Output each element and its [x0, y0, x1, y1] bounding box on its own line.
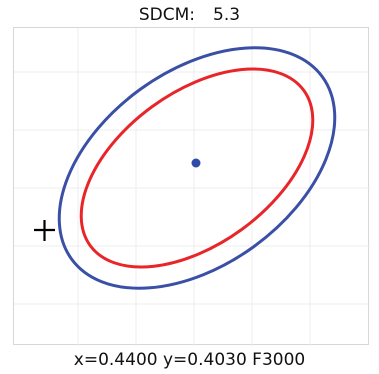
plot-grid: [14, 28, 370, 346]
sdcm-value: 5.3: [213, 5, 241, 25]
ellipse-plot[interactable]: [13, 27, 370, 346]
coordinate-readout: x=0.4400 y=0.4030 F3000: [73, 349, 306, 370]
ellipse-plot-canvas: [14, 28, 370, 346]
crosshair-icon[interactable]: [34, 220, 55, 241]
center-point: [191, 158, 201, 168]
outer-ellipse: [57, 46, 337, 290]
sdcm-header: SDCM: 5.3: [0, 0, 379, 30]
sdcm-label: SDCM:: [138, 5, 196, 25]
inner-ellipse: [79, 67, 315, 269]
